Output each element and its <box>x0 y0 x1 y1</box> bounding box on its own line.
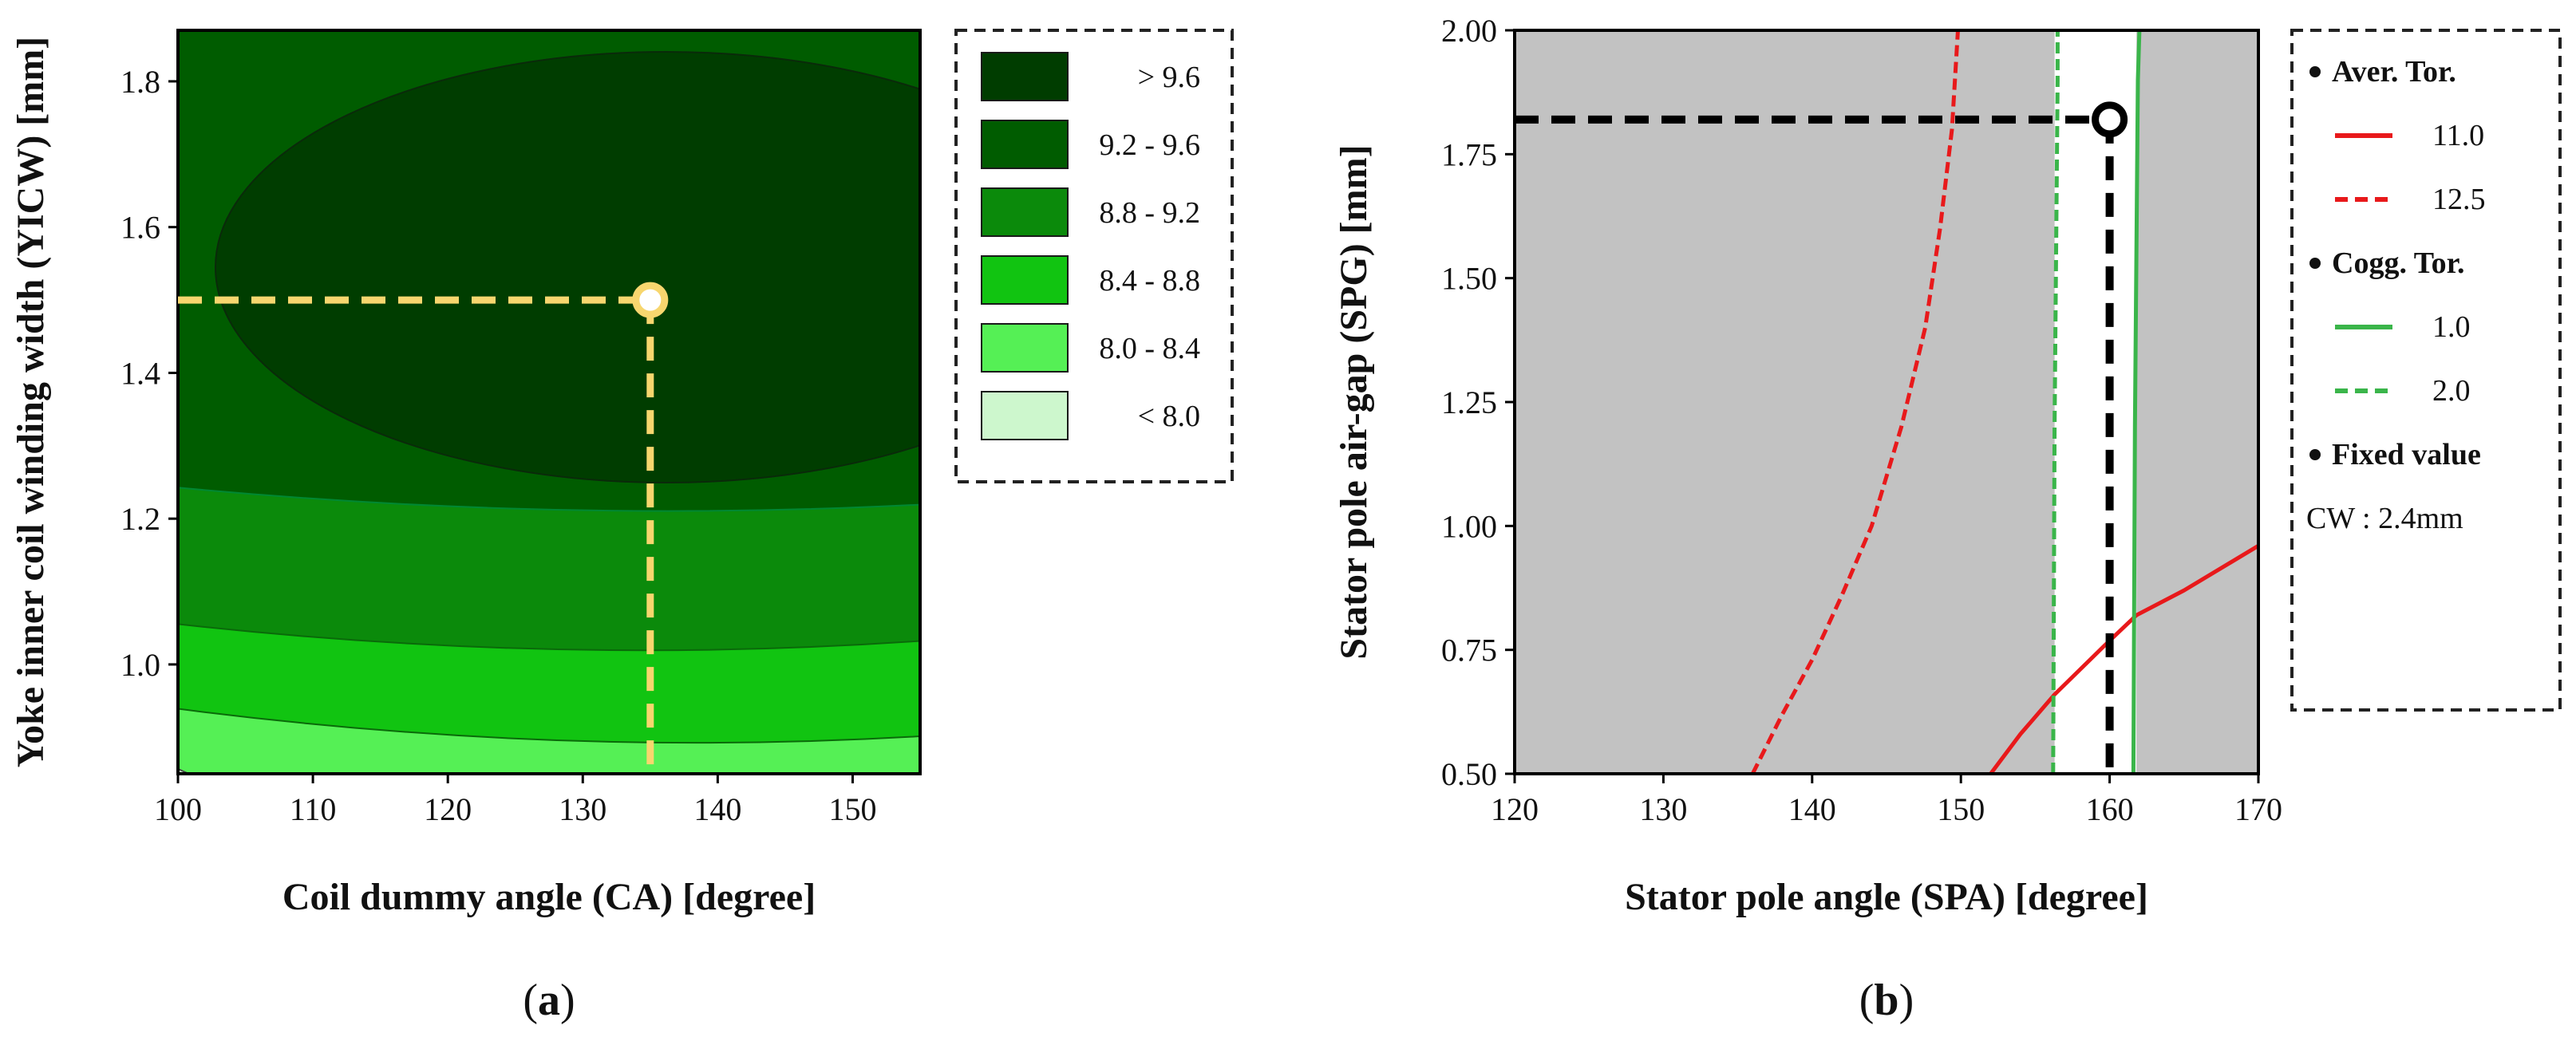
x-tick-label-b: 170 <box>2234 791 2282 827</box>
legend-label-a: 8.4 - 8.8 <box>1099 264 1200 298</box>
series-line-3 <box>2131 30 2142 774</box>
y-tick-label-b: 2.00 <box>1441 13 1497 49</box>
legend-bullet-b <box>2309 449 2321 460</box>
contour-region-gt-9.6 <box>215 51 920 483</box>
y-tick-label-a: 1.0 <box>121 647 160 683</box>
legend-b: Aver. Tor. 11.0 12.5 Cogg. Tor. 1.0 2.0 Fixed … <box>2290 29 2562 712</box>
legend-frame-b <box>2290 29 2562 712</box>
contour-fill <box>178 30 920 774</box>
legend-group-title-b: Fixed value <box>2332 438 2481 471</box>
y-tick-label-a: 1.6 <box>121 210 160 246</box>
contour-region-8.0-8.4 <box>178 708 920 774</box>
panel-a-contour-chart: 100 110 120 130 140 150 1.0 1.2 1.4 1.6 1.8 Coil … <box>10 29 1234 1025</box>
x-tick-label-a: 150 <box>828 791 876 827</box>
y-tick-label-a: 1.2 <box>121 501 160 537</box>
legend-items-b: Aver. Tor. 11.0 12.5 Cogg. Tor. 1.0 2.0 Fixed … <box>2306 55 2486 535</box>
legend-swatch-a <box>981 52 1069 101</box>
legend-label-a: 8.0 - 8.4 <box>1099 332 1200 365</box>
legend-group-title-b: Aver. Tor. <box>2332 55 2456 89</box>
plot-frame-a <box>176 29 922 775</box>
y-ticks-b: 0.50 0.75 1.00 1.25 1.50 1.75 2.00 <box>1441 13 1515 792</box>
series-line-4 <box>2051 30 2060 774</box>
plot-background-b <box>1515 30 2258 774</box>
legend-label-b: CW : 2.4mm <box>2306 502 2463 535</box>
panel-letter-b: b <box>1874 976 1898 1025</box>
x-tick-label-a: 110 <box>290 791 337 827</box>
legend-items-a: > 9.6 9.2 - 9.6 8.8 - 9.2 8.4 - 8.8 8.0 - 8.… <box>981 52 1200 440</box>
panel-b-contour-lines-chart: 120 130 140 150 160 170 0.50 0.75 1.00 1.25 1.50 1… <box>1333 13 2562 1025</box>
panel-label-a: (a) <box>523 976 575 1025</box>
legend-label-a: < 8.0 <box>1138 400 1200 433</box>
x-ticks-a: 100 110 120 130 140 150 <box>154 774 876 827</box>
legend-label-b: 1.0 <box>2432 310 2471 344</box>
panel-label-b: (b) <box>1859 976 1914 1025</box>
legend-label-b: 2.0 <box>2432 374 2471 408</box>
plot-area-b <box>1750 30 2258 774</box>
legend-group-title-b: Cogg. Tor. <box>2332 246 2465 280</box>
series-lines-b <box>1750 30 2258 774</box>
legend-bullet-b <box>2309 66 2321 77</box>
x-axis-title-b: Stator pole angle (SPA) [degree] <box>1625 876 2148 918</box>
y-tick-label-b: 1.00 <box>1441 508 1497 544</box>
y-ticks-a: 1.0 1.2 1.4 1.6 1.8 <box>121 64 178 683</box>
y-tick-label-b: 1.25 <box>1441 384 1497 420</box>
x-tick-label-a: 140 <box>693 791 741 827</box>
legend-a: > 9.6 9.2 - 9.6 8.8 - 9.2 8.4 - 8.8 8.0 - 8.… <box>954 29 1234 483</box>
x-tick-label-a: 100 <box>154 791 202 827</box>
x-tick-label-a: 130 <box>559 791 606 827</box>
x-tick-label-b: 160 <box>2086 791 2134 827</box>
feasible-region-b <box>2054 30 2137 774</box>
legend-swatch-a <box>981 120 1069 169</box>
x-ticks-b: 120 130 140 150 160 170 <box>1491 774 2282 827</box>
legend-label-a: > 9.6 <box>1138 61 1200 94</box>
x-tick-label-b: 120 <box>1491 791 1539 827</box>
optimum-guides-b <box>1515 101 2128 774</box>
x-tick-label-b: 150 <box>1937 791 1985 827</box>
y-axis-title-b: Stator pole air-gap (SPG) [mm] <box>1333 144 1375 659</box>
legend-swatch-a <box>981 323 1069 373</box>
y-tick-label-b: 1.50 <box>1441 261 1497 297</box>
legend-label-a: 8.8 - 9.2 <box>1099 196 1200 230</box>
y-tick-label-a: 1.4 <box>121 355 160 391</box>
legend-label-b: 12.5 <box>2432 183 2486 216</box>
contour-region-9.2-9.6-top <box>178 30 303 64</box>
x-axis-title-a: Coil dummy angle (CA) [degree] <box>282 876 816 918</box>
legend-bullet-b <box>2309 258 2321 269</box>
x-tick-label-b: 140 <box>1788 791 1836 827</box>
series-line-2 <box>1750 30 1960 774</box>
legend-swatch-a <box>981 391 1069 440</box>
legend-swatch-a <box>981 255 1069 305</box>
y-tick-label-a: 1.8 <box>121 64 160 100</box>
y-tick-label-b: 0.50 <box>1441 756 1497 792</box>
x-tick-label-a: 120 <box>424 791 472 827</box>
y-tick-label-b: 0.75 <box>1441 633 1497 668</box>
optimum-marker-b <box>2092 101 2128 138</box>
legend-label-b: 11.0 <box>2432 119 2484 152</box>
panel-letter-a: a <box>538 976 560 1025</box>
series-line-1 <box>1989 544 2258 774</box>
x-tick-label-b: 130 <box>1639 791 1687 827</box>
y-axis-title-a: Yoke inner coil winding width (YICW) [mm… <box>10 37 52 768</box>
legend-label-a: 9.2 - 9.6 <box>1099 128 1200 162</box>
optimum-guides-a <box>178 282 669 774</box>
optimum-marker-a <box>632 282 669 318</box>
y-tick-label-b: 1.75 <box>1441 136 1497 172</box>
legend-swatch-a <box>981 187 1069 237</box>
